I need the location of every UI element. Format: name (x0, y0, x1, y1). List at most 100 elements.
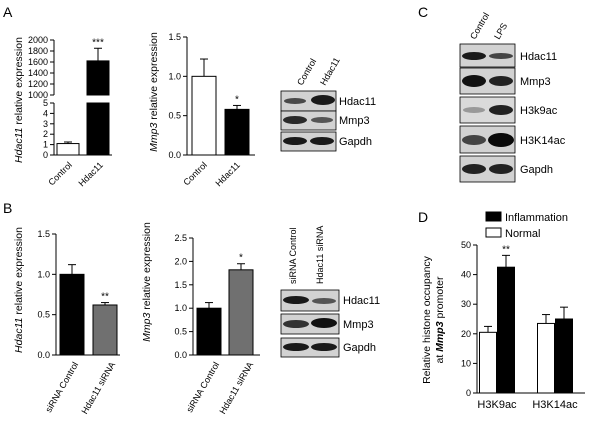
chart-d-legend-swatch-normal (485, 227, 502, 238)
bar-1-0 (537, 322, 555, 394)
ytick-label: 1.5 (168, 32, 181, 42)
ytick-label: 1.5 (174, 280, 187, 290)
ytick-label: 2 (43, 129, 48, 139)
blot-c-band (489, 53, 513, 59)
chart-a2-xtick-hdac11: Hdac11 (213, 160, 242, 189)
blot-b-row-hdac11 (280, 289, 340, 312)
bar-1 (228, 269, 254, 356)
blot-a-band (283, 137, 307, 145)
chart-b2-ylabel: Mmp3 relative expression (141, 222, 153, 342)
blot-c-band (462, 135, 486, 145)
blot-a: Control Hdac11 Hdac11 Mmp3 Gapdh (280, 56, 376, 152)
blot-c: Control LPS Hdac11 Mmp3 H3k9ac H3K14ac G… (459, 11, 566, 183)
blot-b-band (283, 296, 309, 304)
ytick-label: 1600 (28, 57, 48, 67)
blot-c-label-h3k14ac: H3K14ac (520, 135, 566, 147)
chart-b2-xtick-sirna-control: siRNA Control (184, 360, 221, 414)
chart-b2-mmp3-expression: Mmp3 relative expression 0.0 0.5 1.0 1.5 2.0… (141, 222, 260, 416)
bar-1 (92, 304, 118, 356)
blot-a-lane-hdac11: Hdac11 (318, 56, 342, 87)
blot-a-band (284, 98, 306, 104)
ytick-label: 10 (461, 358, 471, 368)
blot-c-band (488, 133, 514, 147)
blot-b-row-gapdh (280, 337, 340, 358)
bar-0 (196, 307, 222, 356)
bar-0-0 (479, 331, 497, 394)
blot-c-band (463, 107, 485, 113)
chart-b1-ylabel: Hdac11 relative expression (13, 227, 25, 353)
ytick-label: 3 (43, 119, 48, 129)
ytick-label: 1 (43, 140, 48, 150)
blot-a-row-gapdh (280, 131, 337, 152)
ytick-label: 0 (466, 388, 471, 398)
bar-0 (191, 75, 217, 156)
chart-a1-hdac11-expression: Hdac11 relative expression 0123451000120… (13, 35, 112, 188)
blot-b: siRNA Control Hdac11 siRNA Hdac11 Mmp3 G… (280, 226, 380, 358)
chart-d-legend-normal: Normal (505, 228, 540, 240)
blot-a-label-gapdh: Gapdh (339, 136, 372, 148)
blot-c-band (462, 52, 486, 60)
ytick-label: 1.0 (37, 269, 50, 279)
bar-hdac11-lower (86, 102, 110, 156)
ytick-label: 1000 (28, 90, 48, 100)
chart-b1-xtick-sirna-control: siRNA Control (43, 360, 80, 414)
significance-label-hdac11: *** (92, 37, 104, 48)
blot-b-band (283, 343, 309, 351)
significance-label-0-1: ** (502, 244, 510, 255)
blot-b-lane-hdac11-sirna: Hdac11 siRNA (315, 226, 325, 284)
bar-1-1 (555, 318, 573, 394)
blot-c-band (489, 105, 513, 115)
chart-d-xtick-h3k9ac: H3K9ac (477, 399, 517, 411)
ytick-label: 30 (461, 299, 471, 309)
ytick-label: 0 (43, 150, 48, 160)
ytick-label: 0.0 (168, 150, 181, 160)
blot-b-label-mmp3: Mmp3 (343, 319, 374, 331)
ytick-label: 0.5 (37, 310, 50, 320)
blot-b-band (283, 320, 309, 328)
ytick-label: 1800 (28, 46, 48, 56)
panel-letter-c: C (418, 4, 428, 20)
ytick-label: 0.0 (37, 350, 50, 360)
blot-a-label-hdac11: Hdac11 (339, 96, 376, 108)
blot-c-label-gapdh: Gapdh (520, 164, 553, 176)
ytick-label: 0.5 (168, 111, 181, 121)
blot-a-label-mmp3: Mmp3 (339, 115, 370, 127)
ytick-label: 40 (461, 270, 471, 280)
blot-a-band (310, 137, 334, 145)
blot-b-band (311, 343, 337, 351)
bar-control (56, 143, 80, 156)
blot-b-lane-sirna-control: siRNA Control (288, 227, 298, 284)
blot-c-label-h3k9ac: H3k9ac (520, 105, 558, 117)
ytick-label: 1.0 (174, 303, 187, 313)
chart-b2-xtick-hdac11-sirna: Hdac11 siRNA (217, 360, 255, 416)
chart-a1-xtick-control: Control (46, 160, 74, 188)
ytick-label: 2.5 (174, 233, 187, 243)
ytick-label: 20 (461, 329, 471, 339)
blot-c-lane-control: Control (468, 11, 491, 41)
chart-a1-ylabel: Hdac11 relative expression (13, 37, 25, 163)
blot-c-row-hdac11 (459, 43, 516, 68)
blot-b-band (311, 318, 337, 328)
blot-a-band (311, 95, 335, 105)
panel-letter-a: A (3, 4, 13, 20)
blot-c-label-mmp3: Mmp3 (520, 76, 551, 88)
chart-d-ylabel-line1: Relative histone occupancy (421, 255, 433, 384)
ytick-label: 2.0 (174, 256, 187, 266)
ytick-label: 2000 (28, 35, 48, 45)
blot-a-lane-control: Control (295, 57, 318, 87)
chart-d-ylabel-line2: at Mmp3 promoter (434, 276, 446, 363)
ytick-label: 1.0 (168, 71, 181, 81)
chart-b1-hdac11-expression: Hdac11 relative expression 0.00.51.01.5 … (13, 227, 120, 416)
chart-a2-xtick-control: Control (181, 160, 209, 188)
ytick-label: 5 (43, 98, 48, 108)
ytick-label: 1.5 (37, 229, 50, 239)
chart-a2-ylabel: Mmp3 relative expression (148, 32, 160, 152)
blot-a-band (311, 117, 333, 123)
bar-hdac11-upper (86, 60, 110, 96)
blot-b-label-hdac11: Hdac11 (343, 295, 380, 307)
blot-c-lane-lps: LPS (492, 21, 509, 41)
ytick-label: 1200 (28, 79, 48, 89)
blot-c-band (462, 164, 486, 174)
significance-label-1: ** (101, 292, 109, 303)
